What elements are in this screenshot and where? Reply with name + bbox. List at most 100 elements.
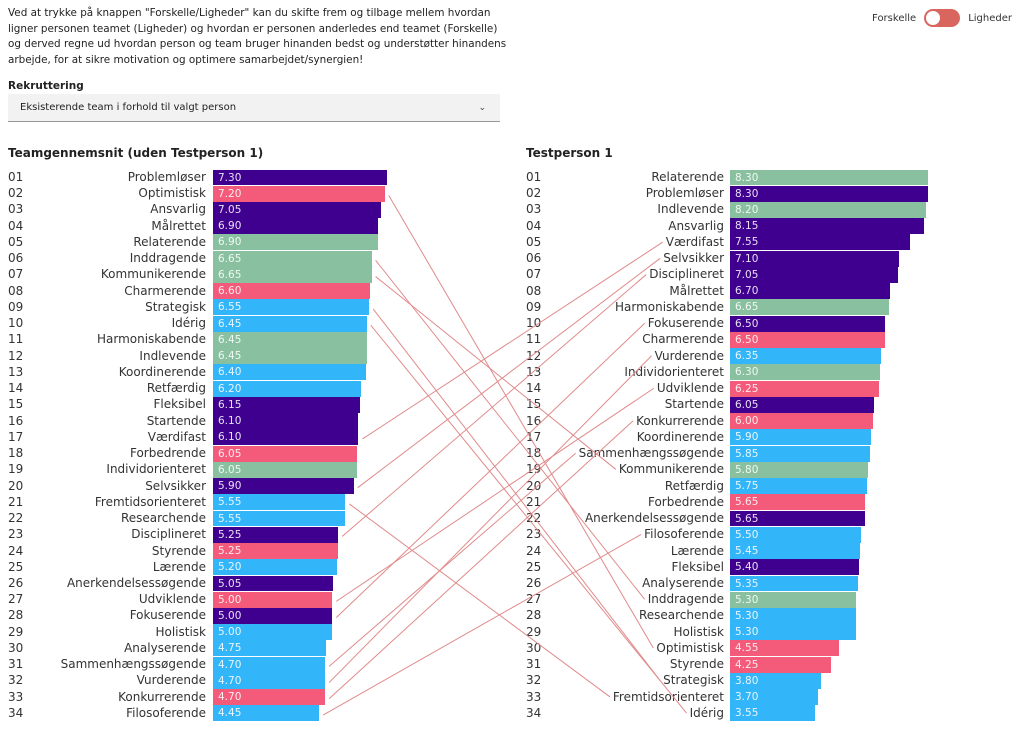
trait-label: Værdifast xyxy=(665,234,724,249)
rank-number: 28 xyxy=(526,608,542,623)
bar-value-label: 5.80 xyxy=(735,463,759,476)
rank-number: 12 xyxy=(526,348,542,363)
bar: 4.70 xyxy=(213,689,326,706)
chart-row: 29 Holistisk xyxy=(8,624,206,640)
bar-value-label: 4.70 xyxy=(218,691,242,704)
bar: 6.05 xyxy=(730,396,875,413)
person-chart-title: Testperson 1 xyxy=(526,146,613,160)
rank-number: 03 xyxy=(8,202,24,217)
bar-value-label: 6.05 xyxy=(218,463,242,476)
bar: 6.65 xyxy=(213,266,372,283)
bar: 7.20 xyxy=(213,185,385,202)
rank-number: 31 xyxy=(526,657,542,672)
bar-value-label: 6.90 xyxy=(218,220,242,233)
chart-row: 12 Vurderende xyxy=(526,348,724,364)
bar: 5.85 xyxy=(730,445,870,462)
chart-row: 33 Konkurrerende xyxy=(8,689,206,705)
chart-row: 06 Selvsikker xyxy=(526,250,724,266)
rank-number: 33 xyxy=(8,689,24,704)
trait-label: Charmerende xyxy=(124,283,206,298)
trait-label: Kommunikerende xyxy=(618,462,724,477)
trait-label: Filosoferende xyxy=(644,527,724,542)
chart-row: 11 Charmerende xyxy=(526,331,724,347)
bar-value-label: 6.10 xyxy=(218,415,242,428)
chart-row: 10 Fokuserende xyxy=(526,315,724,331)
chart-row: 24 Lærende xyxy=(526,543,724,559)
bar-value-label: 5.85 xyxy=(735,447,759,460)
bar: 6.90 xyxy=(213,234,378,251)
trait-label: Forbedrende xyxy=(129,446,206,461)
trait-label: Harmoniskabende xyxy=(96,332,206,347)
rank-number: 01 xyxy=(8,170,24,184)
trait-label: Problemløser xyxy=(127,170,206,184)
trait-label: Startende xyxy=(146,413,206,428)
rank-number: 27 xyxy=(8,592,24,607)
chart-row: 16 Startende xyxy=(8,413,206,429)
chart-row: 28 Fokuserende xyxy=(8,607,206,623)
rank-number: 13 xyxy=(8,364,24,379)
rank-number: 24 xyxy=(526,543,542,558)
chart-row: 08 Charmerende xyxy=(8,283,206,299)
bar-value-label: 5.20 xyxy=(218,561,242,574)
bar: 6.65 xyxy=(213,250,372,267)
rank-number: 07 xyxy=(526,267,542,282)
chart-row: 02 Optimistisk xyxy=(8,185,206,201)
trait-label: Startende xyxy=(664,397,724,412)
rank-number: 15 xyxy=(526,397,542,412)
trait-label: Charmerende xyxy=(642,332,724,347)
bar: 6.00 xyxy=(730,413,874,430)
bar: 4.45 xyxy=(213,705,320,722)
bar: 3.80 xyxy=(730,672,821,689)
bar-value-label: 5.35 xyxy=(735,577,759,590)
bar-value-label: 7.05 xyxy=(735,268,759,281)
bar-value-label: 6.55 xyxy=(218,301,242,314)
rank-number: 10 xyxy=(526,316,542,331)
team-chart-title: Teamgennemsnit (uden Testperson 1) xyxy=(8,146,264,160)
trait-label: Ansvarlig xyxy=(668,218,724,233)
trait-label: Vurderende xyxy=(654,348,724,363)
bar: 5.40 xyxy=(730,559,859,576)
rank-number: 29 xyxy=(526,624,542,639)
trait-label: Relaterende xyxy=(133,234,206,249)
chart-row: 07 Disciplineret xyxy=(526,266,724,282)
trait-label: Disciplineret xyxy=(131,527,206,542)
bar: 5.05 xyxy=(213,575,334,592)
rank-number: 28 xyxy=(8,608,24,623)
toggle-right-label: Ligheder xyxy=(968,12,1012,24)
bar: 5.55 xyxy=(213,494,346,511)
bar: 5.75 xyxy=(730,478,868,494)
chart-row: 25 Lærende xyxy=(8,559,206,575)
bar: 8.30 xyxy=(730,169,928,186)
toggle-left-label: Forskelle xyxy=(872,12,917,24)
rank-number: 32 xyxy=(8,673,24,688)
rank-number: 17 xyxy=(526,429,542,444)
bar: 7.55 xyxy=(730,234,911,251)
chart-row: 26 Analyserende xyxy=(526,575,724,591)
select-label: Rekruttering xyxy=(8,80,84,92)
chart-row: 18 Sammenhængssøgende xyxy=(526,445,724,461)
toggle-knob xyxy=(926,11,941,25)
bar: 5.00 xyxy=(213,607,333,624)
chart-row: 21 Forbedrende xyxy=(526,494,724,510)
bar: 5.30 xyxy=(730,607,857,624)
bar-value-label: 6.45 xyxy=(218,317,242,330)
select-value: Eksisterende team i forhold til valgt pe… xyxy=(20,102,237,113)
rank-number: 18 xyxy=(8,446,24,461)
bar-value-label: 5.40 xyxy=(735,561,759,574)
trait-label: Udviklende xyxy=(656,381,724,396)
trait-label: Målrettet xyxy=(151,218,206,233)
rank-number: 16 xyxy=(526,413,542,428)
bar-value-label: 6.20 xyxy=(218,382,242,395)
rank-number: 17 xyxy=(8,429,24,444)
rank-number: 25 xyxy=(8,559,24,574)
trait-label: Udviklende xyxy=(138,592,206,607)
bar: 8.30 xyxy=(730,185,928,202)
rank-number: 05 xyxy=(8,234,24,249)
chart-row: 22 Anerkendelsessøgende xyxy=(526,510,724,526)
trait-label: Styrende xyxy=(151,543,206,558)
trait-label: Holistisk xyxy=(155,624,206,639)
bar: 6.70 xyxy=(730,283,890,300)
recruitment-select[interactable]: Eksisterende team i forhold til valgt pe… xyxy=(8,94,500,122)
difference-similarity-toggle[interactable] xyxy=(924,9,961,27)
trait-label: Værdifast xyxy=(147,429,206,444)
